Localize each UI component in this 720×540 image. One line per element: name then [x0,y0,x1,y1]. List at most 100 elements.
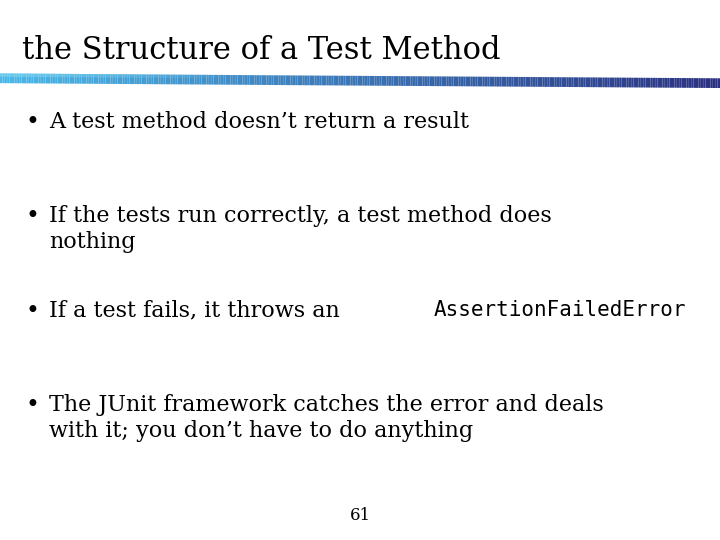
Polygon shape [341,76,343,85]
Polygon shape [480,77,482,86]
Polygon shape [252,75,254,85]
Polygon shape [187,75,189,84]
Polygon shape [593,77,595,87]
Polygon shape [245,75,247,85]
Text: 61: 61 [349,507,371,524]
Polygon shape [17,73,19,83]
Polygon shape [50,74,53,84]
Polygon shape [535,77,538,87]
Polygon shape [706,78,708,88]
Polygon shape [444,77,446,86]
Polygon shape [487,77,490,86]
Polygon shape [290,76,293,85]
Polygon shape [667,78,670,87]
Polygon shape [427,76,430,86]
Polygon shape [648,78,650,87]
Polygon shape [513,77,516,86]
Polygon shape [156,75,158,84]
Polygon shape [24,73,29,77]
Polygon shape [619,78,621,87]
Polygon shape [653,78,655,87]
Polygon shape [288,76,290,85]
Polygon shape [125,75,130,78]
Polygon shape [113,74,115,84]
Polygon shape [94,74,96,84]
Polygon shape [607,78,610,87]
Polygon shape [45,74,48,84]
Polygon shape [353,76,355,85]
Polygon shape [158,75,163,78]
Polygon shape [302,76,305,85]
Polygon shape [391,76,394,86]
Polygon shape [110,74,115,78]
Polygon shape [485,77,487,86]
Polygon shape [22,73,24,83]
Polygon shape [516,77,518,86]
Polygon shape [132,75,135,84]
Polygon shape [142,75,144,84]
Polygon shape [646,78,648,87]
Polygon shape [67,74,70,84]
Polygon shape [703,78,706,88]
Polygon shape [211,75,214,85]
Polygon shape [362,76,365,86]
Polygon shape [175,75,178,84]
Polygon shape [91,74,96,77]
Polygon shape [77,74,81,77]
Polygon shape [482,77,485,86]
Polygon shape [691,78,693,88]
Polygon shape [629,78,631,87]
Polygon shape [475,77,477,86]
Polygon shape [495,77,497,86]
Polygon shape [677,78,679,87]
Polygon shape [194,75,197,84]
Polygon shape [163,75,166,84]
Polygon shape [660,78,662,87]
Polygon shape [672,78,675,87]
Polygon shape [0,73,2,83]
Polygon shape [149,75,153,78]
Polygon shape [12,73,14,83]
Polygon shape [115,74,120,78]
Polygon shape [310,76,312,85]
Polygon shape [122,75,125,84]
Polygon shape [225,75,228,85]
Polygon shape [636,78,639,87]
Polygon shape [564,77,567,87]
Polygon shape [153,75,156,84]
Polygon shape [317,76,319,85]
Polygon shape [531,77,533,87]
Polygon shape [130,75,132,84]
Polygon shape [715,78,718,88]
Polygon shape [641,78,643,87]
Polygon shape [207,75,209,85]
Polygon shape [63,74,67,77]
Polygon shape [718,78,720,88]
Text: If the tests run correctly, a test method does
nothing: If the tests run correctly, a test metho… [49,205,552,253]
Polygon shape [682,78,684,88]
Polygon shape [708,78,711,88]
Polygon shape [254,75,257,85]
Polygon shape [79,74,81,84]
Polygon shape [182,75,185,84]
Polygon shape [338,76,341,85]
Polygon shape [492,77,495,86]
Polygon shape [89,74,91,84]
Polygon shape [202,75,207,78]
Polygon shape [610,78,612,87]
Polygon shape [394,76,396,86]
Polygon shape [319,76,322,85]
Polygon shape [333,76,336,85]
Polygon shape [14,73,17,83]
Text: •: • [25,394,39,417]
Polygon shape [168,75,173,78]
Polygon shape [408,76,410,86]
Polygon shape [439,76,441,86]
Polygon shape [454,77,456,86]
Polygon shape [58,74,60,84]
Polygon shape [624,78,626,87]
Polygon shape [106,74,108,84]
Polygon shape [189,75,192,84]
Polygon shape [0,73,5,77]
Polygon shape [379,76,382,86]
